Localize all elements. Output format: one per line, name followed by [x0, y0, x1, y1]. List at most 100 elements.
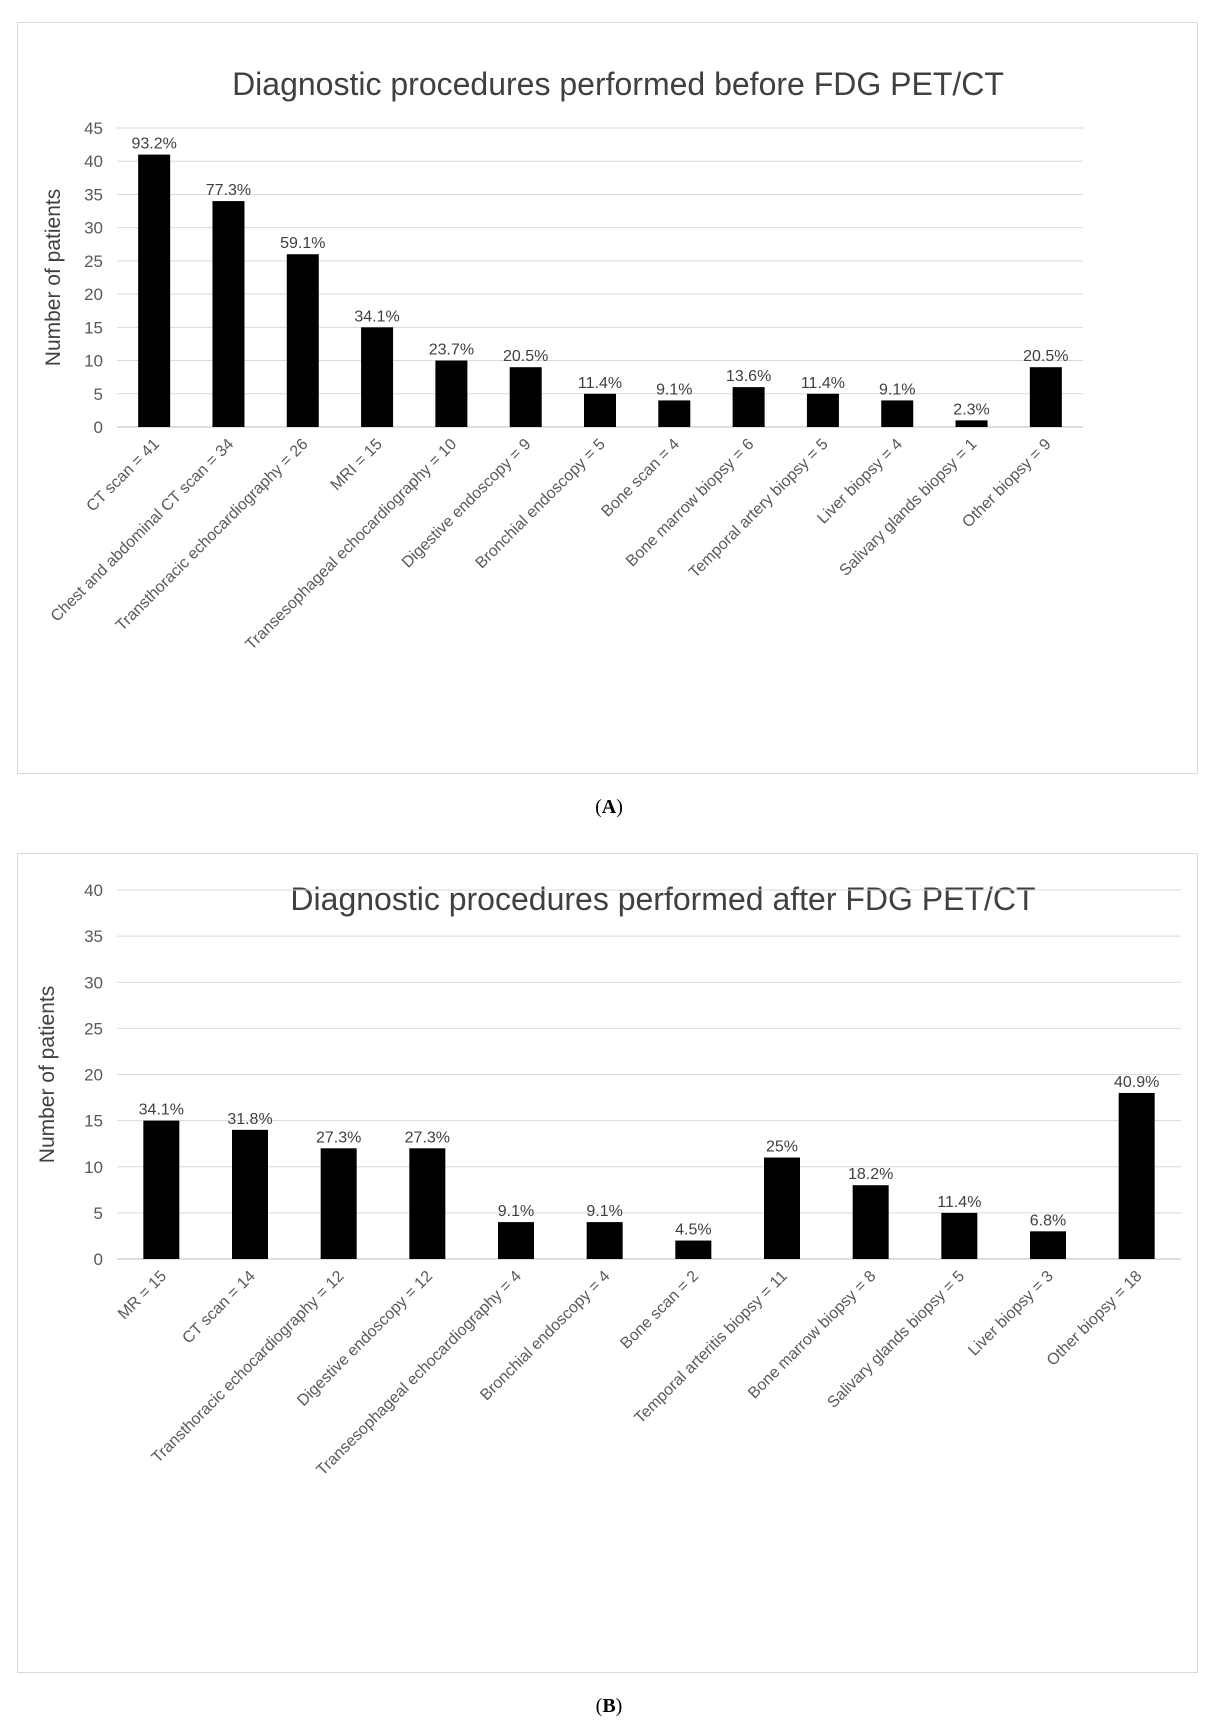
- chart-a-data-label: 20.5%: [1023, 348, 1068, 365]
- chart-a-y-tick-label: 40: [84, 152, 103, 171]
- chart-a-bar: [658, 400, 691, 427]
- chart-a-bar: [1029, 367, 1062, 427]
- chart-a-data-label: 9.1%: [656, 381, 692, 398]
- chart-b-category-label: Transesophageal echocardiography = 4: [314, 1268, 525, 1479]
- chart-b-data-label: 18.2%: [848, 1166, 893, 1183]
- chart-panel-b: Diagnostic procedures performed after FD…: [17, 853, 1198, 1673]
- chart-a-data-label: 11.4%: [578, 375, 622, 392]
- chart-b-data-label: 34.1%: [139, 1102, 184, 1119]
- chart-a-bar: [806, 393, 839, 427]
- chart-a-y-axis-label: Number of patients: [42, 189, 65, 366]
- chart-b-y-tick-label: 40: [84, 881, 103, 900]
- chart-a-bar: [584, 393, 616, 427]
- chart-a-y-tick-label: 45: [84, 119, 103, 138]
- chart-b-category-label: CT scan = 14: [179, 1268, 258, 1347]
- chart-a-data-label: 20.5%: [503, 348, 548, 365]
- chart-a-data-label: 93.2%: [131, 136, 176, 153]
- chart-b-y-tick-label: 0: [94, 1250, 103, 1269]
- chart-b-bar: [586, 1222, 623, 1259]
- chart-a-bar: [212, 201, 245, 427]
- chart-b-category-label: Transthoracic echocardiography = 12: [149, 1268, 348, 1467]
- chart-b-category-label: Bone scan = 2: [617, 1268, 702, 1353]
- caption-a-letter: A: [601, 796, 617, 818]
- chart-a-category-label: Salivary glands biopsy = 1: [837, 436, 981, 580]
- chart-a-data-label: 11.4%: [801, 375, 845, 392]
- chart-a-category-label: CT scan = 41: [84, 436, 163, 515]
- chart-b-bar: [143, 1120, 180, 1259]
- chart-b-bar: [852, 1185, 889, 1259]
- chart-b-bar: [409, 1148, 446, 1259]
- chart-b-category-label: Liver biopsy = 3: [965, 1268, 1057, 1360]
- chart-a-data-label: 23.7%: [429, 342, 474, 359]
- caption-a-open: (: [595, 796, 602, 818]
- chart-b-category-label: Other biopsy = 18: [1044, 1268, 1146, 1370]
- chart-a-y-tick-label: 35: [84, 185, 103, 204]
- chart-b-data-label: 40.9%: [1114, 1074, 1159, 1091]
- chart-a-bar: [361, 327, 394, 427]
- chart-panel-a: Diagnostic procedures performed before F…: [17, 22, 1198, 774]
- chart-b-bar: [232, 1129, 268, 1259]
- chart-b-title: Diagnostic procedures performed after FD…: [290, 881, 1035, 917]
- chart-b-data-label: 6.8%: [1030, 1212, 1066, 1229]
- chart-a-y-tick-label: 25: [84, 252, 103, 271]
- chart-a-category-label: Bone marrow biopsy = 6: [623, 436, 757, 570]
- chart-a-bar: [509, 367, 542, 427]
- chart-b-bar: [320, 1148, 357, 1259]
- chart-b-y-tick-label: 20: [84, 1066, 103, 1085]
- chart-a-y-tick-label: 5: [94, 385, 103, 404]
- chart-b-data-label: 25%: [766, 1139, 798, 1156]
- caption-b-letter: B: [602, 1695, 616, 1717]
- chart-a-data-label: 34.1%: [354, 308, 399, 325]
- chart-a-bar: [881, 400, 914, 427]
- chart-b-category-label: MR = 15: [115, 1268, 170, 1323]
- chart-b-data-label: 4.5%: [675, 1222, 711, 1239]
- chart-a-category-label: MRI = 15: [328, 436, 386, 494]
- chart-a-data-label: 13.6%: [726, 368, 771, 385]
- chart-b-category-label: Temporal arteritis biopsy = 11: [632, 1268, 791, 1427]
- chart-b-data-label: 27.3%: [316, 1129, 361, 1146]
- chart-b-bar: [1118, 1092, 1155, 1259]
- chart-b-y-tick-label: 25: [84, 1019, 103, 1038]
- chart-a-y-tick-label: 30: [84, 219, 103, 238]
- chart-a-svg: Diagnostic procedures performed before F…: [42, 66, 1083, 653]
- chart-b-y-tick-label: 30: [84, 973, 103, 992]
- chart-a-title: Diagnostic procedures performed before F…: [232, 66, 1004, 102]
- chart-b-svg: Diagnostic procedures performed after FD…: [36, 881, 1181, 1479]
- chart-b-bar: [1030, 1231, 1066, 1259]
- caption-b-close: ): [615, 1695, 623, 1717]
- chart-a-bar: [732, 387, 765, 427]
- chart-a-data-label: 59.1%: [280, 235, 325, 252]
- chart-a-data-label: 9.1%: [879, 381, 915, 398]
- chart-b-bar: [498, 1222, 534, 1259]
- chart-a-data-label: 77.3%: [206, 182, 251, 199]
- chart-b-y-tick-label: 5: [94, 1204, 103, 1223]
- chart-a-category-label: Bone scan = 4: [598, 436, 683, 521]
- chart-a-y-tick-label: 15: [84, 318, 103, 337]
- chart-a-bar: [286, 254, 319, 427]
- chart-b-data-label: 9.1%: [586, 1203, 622, 1220]
- chart-b-data-label: 9.1%: [498, 1203, 534, 1220]
- chart-a-y-tick-label: 10: [84, 352, 103, 371]
- chart-a-category-label: Bronchial endoscopy = 5: [473, 436, 609, 572]
- chart-a-y-tick-label: 0: [94, 418, 103, 437]
- chart-a-category-label: Temporal artery biopsy = 5: [686, 436, 832, 582]
- chart-a-category-label: Digestive endoscopy = 9: [399, 436, 535, 572]
- caption-b-open: (: [595, 1695, 603, 1717]
- chart-b-y-tick-label: 35: [84, 927, 103, 946]
- caption-a: (A): [0, 796, 1218, 819]
- chart-a-bar: [138, 154, 171, 428]
- chart-b-y-axis-label: Number of patients: [36, 986, 59, 1163]
- chart-a-y-tick-label: 20: [84, 285, 103, 304]
- chart-b-data-label: 31.8%: [227, 1111, 272, 1128]
- chart-a-data-label: 2.3%: [953, 401, 989, 418]
- chart-b-y-tick-label: 10: [84, 1158, 103, 1177]
- caption-a-close: ): [616, 796, 623, 818]
- chart-b-y-tick-label: 15: [84, 1112, 103, 1131]
- chart-b-data-label: 27.3%: [405, 1129, 450, 1146]
- caption-b: (B): [0, 1695, 1218, 1718]
- chart-b-data-label: 11.4%: [937, 1194, 981, 1211]
- chart-b-bar: [764, 1157, 800, 1259]
- chart-b-bar: [675, 1240, 712, 1259]
- chart-b-bar: [941, 1212, 978, 1259]
- chart-a-bar: [955, 420, 988, 427]
